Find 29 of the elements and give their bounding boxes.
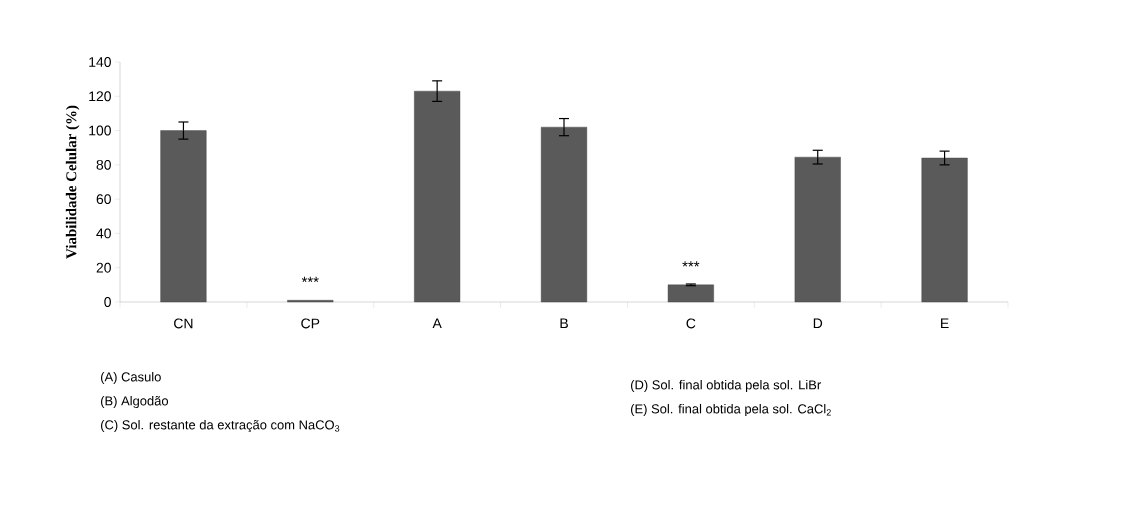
annotation: *** (301, 276, 319, 283)
y-tick-label: 100 (89, 125, 111, 136)
y-tick-label: 40 (96, 228, 111, 239)
y-tick-label: 140 (89, 57, 111, 67)
x-tick-label: C (686, 318, 696, 329)
x-tick-label: A (432, 318, 442, 329)
bar (794, 156, 841, 303)
text: (A) Casulo (101, 371, 161, 385)
x-tick-label: B (560, 318, 568, 329)
y-tick-label: 60 (96, 194, 111, 205)
text: (B) Algodão (101, 395, 169, 409)
y-tick-label: 20 (96, 262, 111, 273)
bar (540, 126, 588, 303)
bar (160, 130, 207, 303)
y-tick-label: 80 (96, 159, 111, 170)
annotation: *** (682, 261, 700, 267)
text: (E) Sol. final obtida pela sol. CaCl$_{2}$ (631, 403, 831, 417)
text: (D) Sol. final obtida pela sol. LiBr (631, 379, 821, 393)
bar (667, 284, 714, 303)
x-tick-label: D (813, 318, 823, 329)
bar (414, 90, 461, 303)
x-tick-label: CP (301, 318, 320, 329)
x-tick-label: CN (174, 318, 193, 329)
y-axis-title: Viabilidade Celular (%) (65, 105, 80, 259)
y-tick-label: 0 (104, 297, 111, 307)
text: (C) Sol. restante da extração com NaCO$_{3}$ (101, 419, 340, 433)
x-tick-label: E (941, 318, 949, 329)
bar (921, 157, 968, 303)
y-tick-label: 120 (89, 91, 111, 102)
